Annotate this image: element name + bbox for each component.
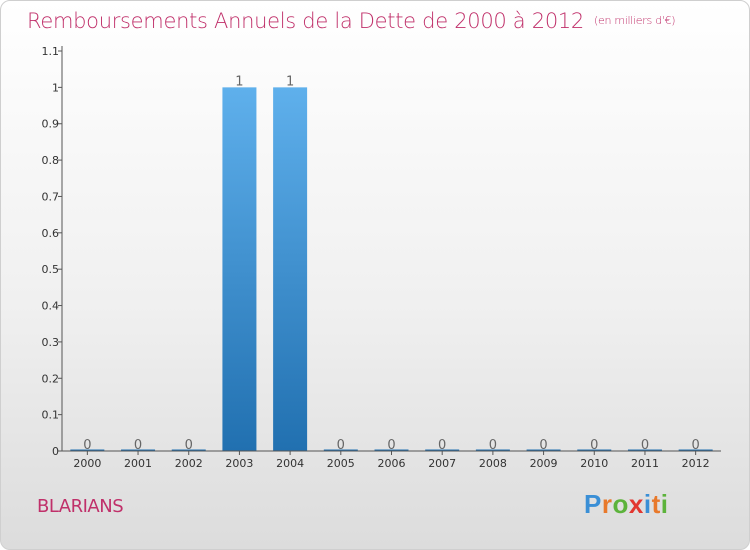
bar — [222, 87, 257, 451]
bar — [323, 449, 358, 451]
bar — [678, 449, 713, 451]
x-tick-label: 2001 — [124, 457, 152, 470]
bar — [273, 87, 308, 451]
y-tick-label: 0.1 — [42, 409, 60, 422]
data-label: 1 — [286, 74, 294, 89]
x-tick-label: 2007 — [428, 457, 456, 470]
y-tick-label: 1 — [52, 81, 59, 94]
bar — [70, 449, 105, 451]
bar — [121, 449, 156, 451]
data-label: 0 — [539, 438, 547, 453]
chart-title-text: Remboursements Annuels de la Dette de 20… — [27, 9, 584, 33]
y-tick-label: 0.3 — [42, 336, 60, 349]
proxiti-logo: Proxiti — [584, 489, 668, 520]
y-tick-label: 0.6 — [42, 227, 60, 240]
bar — [627, 449, 662, 451]
bar — [171, 449, 206, 451]
logo-letter: r — [601, 489, 613, 519]
bar — [475, 449, 510, 451]
data-labels-group: 0 0 0 1 1 0 0 0 0 0 0 0 0 — [83, 74, 700, 453]
x-tick-label: 2003 — [225, 457, 253, 470]
x-tick-label: 2004 — [276, 457, 304, 470]
y-tick-label: 0 — [52, 445, 59, 458]
data-label: 0 — [185, 438, 193, 453]
data-label: 0 — [438, 438, 446, 453]
chart-title: Remboursements Annuels de la Dette de 20… — [27, 9, 675, 33]
data-label: 0 — [641, 438, 649, 453]
logo-letter: i — [643, 489, 652, 519]
y-tick-label: 0.7 — [42, 190, 60, 203]
x-tick-label: 2005 — [327, 457, 355, 470]
data-label: 0 — [134, 438, 142, 453]
bars-group — [70, 87, 713, 451]
bar — [374, 449, 409, 451]
y-tick-label: 0.5 — [42, 263, 60, 276]
x-tick-label: 2000 — [73, 457, 101, 470]
logo-letter: P — [584, 489, 602, 519]
logo-letter: t — [651, 489, 661, 519]
bar — [425, 449, 460, 451]
axes-group: 0 0.1 0.2 0.3 0.4 0.5 0.6 0.7 0.8 0.9 1 1.1 2000 2001… — [42, 45, 721, 470]
data-label: 0 — [590, 438, 598, 453]
bar — [577, 449, 612, 451]
x-tick-label: 2009 — [530, 457, 558, 470]
data-label: 0 — [692, 438, 700, 453]
x-tick-label: 2006 — [378, 457, 406, 470]
x-tick-label: 2012 — [682, 457, 710, 470]
bar — [526, 449, 561, 451]
data-label: 0 — [489, 438, 497, 453]
data-label: 0 — [83, 438, 91, 453]
data-label: 0 — [337, 438, 345, 453]
data-label: 0 — [387, 438, 395, 453]
y-tick-label: 0.2 — [42, 372, 60, 385]
logo-letter: i — [660, 489, 669, 519]
y-tick-label: 0.9 — [42, 118, 60, 131]
data-label: 1 — [235, 74, 243, 89]
commune-name: BLARIANS — [37, 496, 124, 517]
y-tick-label: 0.4 — [42, 300, 60, 313]
x-tick-label: 2002 — [175, 457, 203, 470]
y-tick-label: 0.8 — [42, 154, 60, 167]
x-tick-label: 2011 — [631, 457, 659, 470]
logo-letter: x — [628, 489, 644, 519]
chart-title-unit: (en milliers d'€) — [594, 14, 676, 27]
logo-letter: o — [612, 489, 629, 519]
x-tick-label: 2008 — [479, 457, 507, 470]
x-tick-label: 2010 — [580, 457, 608, 470]
y-tick-label: 1.1 — [42, 45, 60, 58]
